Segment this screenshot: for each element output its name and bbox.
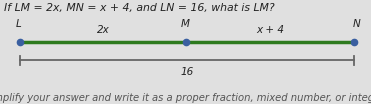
Text: N: N — [352, 19, 360, 29]
Text: M: M — [181, 19, 190, 29]
Text: 16: 16 — [181, 67, 194, 77]
Text: If LM = 2x, MN = x + 4, and LN = 16, what is LM?: If LM = 2x, MN = x + 4, and LN = 16, wha… — [4, 3, 274, 13]
Text: L: L — [16, 19, 22, 29]
Text: 2x: 2x — [96, 25, 109, 35]
Text: x + 4: x + 4 — [256, 25, 284, 35]
Text: Simplify your answer and write it as a proper fraction, mixed number, or integer: Simplify your answer and write it as a p… — [0, 93, 371, 103]
